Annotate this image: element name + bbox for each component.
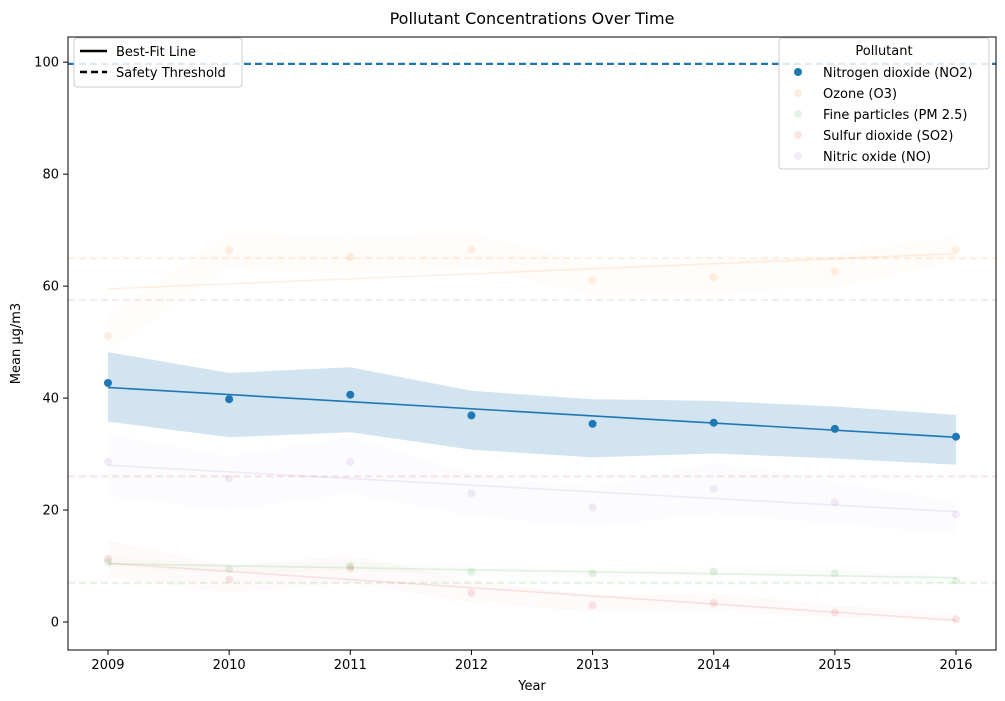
legend-marker	[794, 68, 802, 76]
confidence-bands	[107, 235, 957, 622]
point-ozone-o3	[952, 245, 961, 254]
y-tick-label: 20	[42, 504, 59, 519]
band-nitrogen-dioxide-no2	[107, 352, 957, 465]
point-ozone-o3	[467, 245, 476, 254]
style-legend-label: Best-Fit Line	[116, 45, 196, 60]
y-tick-label: 60	[42, 280, 59, 295]
pollutant-legend-title: Pollutant	[855, 44, 912, 59]
point-nitric-oxide-no	[588, 503, 597, 512]
x-tick-label: 2011	[334, 658, 367, 673]
point-nitric-oxide-no	[830, 498, 839, 507]
point-sulfur-dioxide-so2	[709, 598, 718, 607]
point-ozone-o3	[588, 276, 597, 285]
y-axis-ticks: 0 20 40 60 80 100	[34, 56, 68, 631]
point-nitric-oxide-no	[225, 474, 234, 483]
point-nitrogen-dioxide-no2	[830, 424, 839, 433]
point-nitrogen-dioxide-no2	[346, 390, 355, 399]
point-sulfur-dioxide-so2	[830, 608, 839, 617]
legend-label: Fine particles (PM 2.5)	[823, 108, 967, 123]
legend-marker	[794, 89, 802, 97]
point-fine-particles-pm-2-5	[830, 569, 839, 578]
y-tick-label: 100	[34, 56, 59, 71]
legend-marker	[794, 110, 802, 118]
point-nitric-oxide-no	[709, 484, 718, 493]
point-nitrogen-dioxide-no2	[588, 419, 597, 428]
plot-frame	[67, 36, 997, 651]
point-fine-particles-pm-2-5	[346, 562, 355, 571]
style-legend: Best-Fit Line Safety Threshold	[73, 37, 243, 88]
fit-lines	[107, 252, 957, 622]
fit-line-nitric-oxide-no	[107, 464, 957, 513]
point-nitrogen-dioxide-no2	[225, 395, 234, 404]
x-tick-label: 2014	[697, 658, 730, 673]
point-nitric-oxide-no	[467, 489, 476, 498]
legend-label: Sulfur dioxide (SO2)	[823, 129, 953, 144]
fit-line-fine-particles-pm-2-5	[107, 562, 957, 579]
legend-marker	[794, 131, 802, 139]
x-tick-label: 2009	[91, 658, 124, 673]
fit-line-nitrogen-dioxide-no2	[107, 386, 957, 439]
point-fine-particles-pm-2-5	[588, 569, 597, 578]
point-sulfur-dioxide-so2	[467, 588, 476, 597]
point-nitrogen-dioxide-no2	[952, 432, 961, 441]
x-tick-label: 2015	[818, 658, 851, 673]
point-nitric-oxide-no	[952, 510, 961, 519]
point-fine-particles-pm-2-5	[103, 558, 112, 567]
point-nitrogen-dioxide-no2	[103, 378, 112, 387]
point-fine-particles-pm-2-5	[467, 567, 476, 576]
legend-marker	[794, 152, 802, 160]
point-ozone-o3	[225, 246, 234, 255]
y-tick-label: 0	[51, 616, 59, 631]
point-nitric-oxide-no	[103, 457, 112, 466]
point-sulfur-dioxide-so2	[952, 615, 961, 624]
y-tick-label: 40	[42, 392, 59, 407]
y-axis-label: Mean µg/m3	[9, 303, 24, 384]
x-tick-label: 2010	[213, 658, 246, 673]
legend-label: Ozone (O3)	[823, 87, 897, 102]
point-fine-particles-pm-2-5	[952, 576, 961, 585]
point-ozone-o3	[103, 331, 112, 340]
y-tick-label: 80	[42, 168, 59, 183]
x-tick-label: 2016	[939, 658, 972, 673]
point-nitrogen-dioxide-no2	[709, 418, 718, 427]
point-sulfur-dioxide-so2	[588, 601, 597, 610]
point-sulfur-dioxide-so2	[103, 554, 112, 563]
pollutant-legend: Pollutant Nitrogen dioxide (NO2) Ozone (O3…	[778, 37, 990, 170]
style-legend-label: Safety Threshold	[116, 66, 226, 81]
x-tick-label: 2012	[455, 658, 488, 673]
x-axis-ticks: 2009 2010 2011 2012 2013 2014 2015 2016	[91, 650, 973, 673]
pollutant-legend-frame	[778, 37, 990, 170]
point-sulfur-dioxide-so2	[346, 564, 355, 573]
point-fine-particles-pm-2-5	[709, 567, 718, 576]
band-ozone-o3	[108, 235, 956, 351]
point-ozone-o3	[346, 253, 355, 262]
data-points	[103, 245, 961, 624]
chart-title: Pollutant Concentrations Over Time	[390, 9, 675, 28]
point-nitric-oxide-no	[346, 457, 355, 466]
fit-line-sulfur-dioxide-so2	[107, 562, 957, 622]
legend-label: Nitrogen dioxide (NO2)	[823, 66, 973, 81]
x-axis-label: Year	[517, 679, 546, 694]
fit-line-ozone-o3	[107, 252, 957, 290]
point-fine-particles-pm-2-5	[225, 564, 234, 573]
point-nitrogen-dioxide-no2	[467, 411, 476, 420]
x-tick-label: 2013	[576, 658, 609, 673]
point-ozone-o3	[830, 267, 839, 276]
style-legend-frame	[73, 37, 243, 88]
band-sulfur-dioxide-so2	[108, 541, 956, 622]
point-sulfur-dioxide-so2	[225, 575, 234, 584]
legend-label: Nitric oxide (NO)	[823, 150, 931, 165]
point-ozone-o3	[709, 273, 718, 282]
